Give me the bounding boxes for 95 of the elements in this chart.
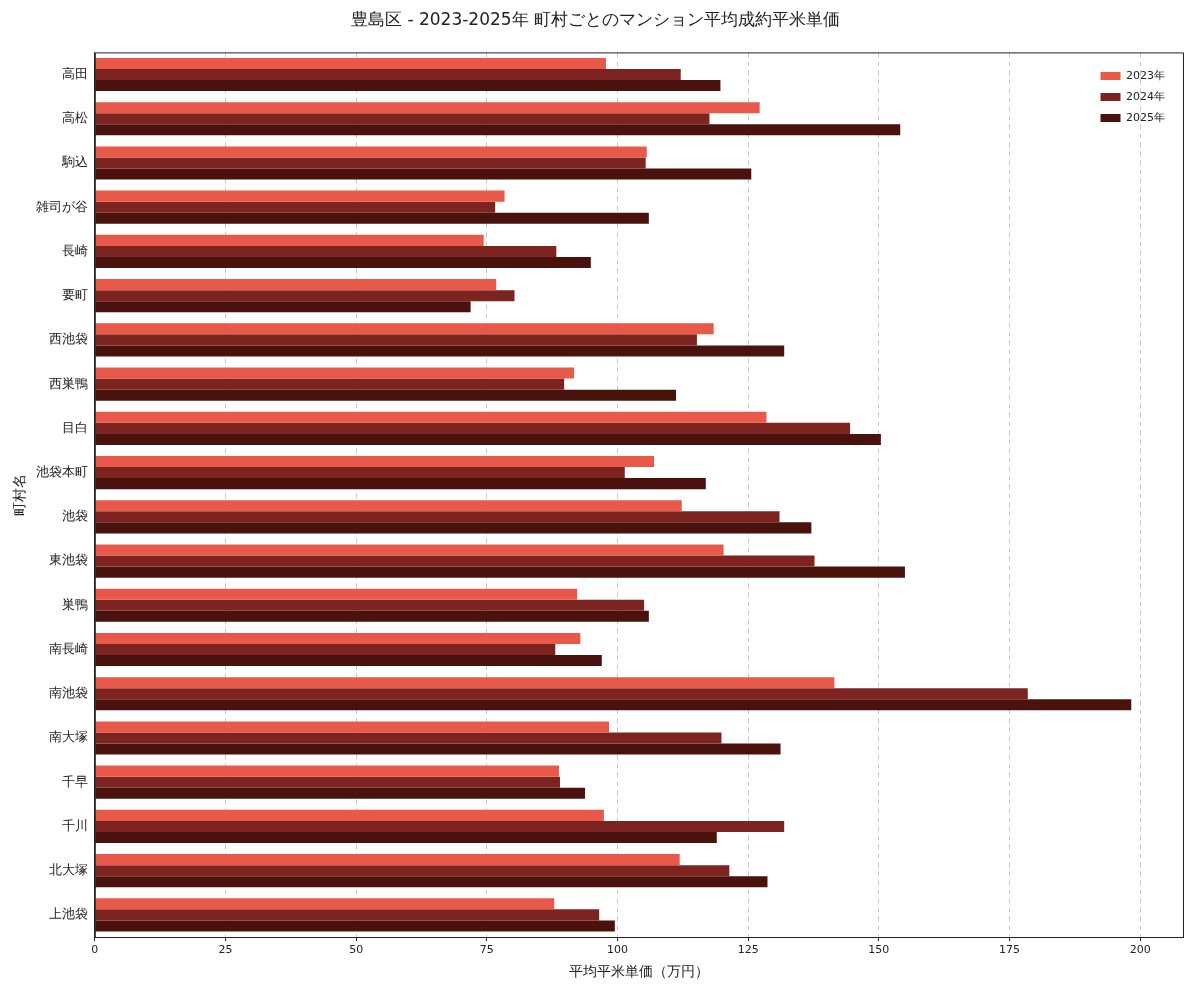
bar	[95, 467, 625, 479]
bar	[95, 146, 647, 158]
bar	[95, 776, 560, 788]
y-tick-label: 上池袋	[48, 906, 88, 922]
x-tick-label: 175	[998, 943, 1020, 957]
y-tick-label: 巣鴨	[61, 596, 88, 612]
bar	[95, 511, 780, 523]
x-tick-label: 200	[1129, 943, 1151, 957]
bar	[95, 500, 682, 512]
bar	[95, 566, 905, 578]
bar	[95, 865, 730, 877]
y-tick-label: 高田	[61, 65, 88, 81]
chart-title: 豊島区 - 2023-2025年 町村ごとのマンション平均成約平米単価	[350, 8, 841, 29]
y-tick-label: 東池袋	[48, 552, 88, 568]
bar	[95, 732, 722, 744]
y-tick-label: 南池袋	[48, 685, 88, 701]
bar	[95, 831, 717, 844]
y-tick-label: 南大塚	[48, 729, 88, 745]
y-tick-label: 西池袋	[48, 331, 88, 347]
bar	[95, 367, 575, 379]
bar	[95, 809, 604, 821]
bar	[95, 456, 655, 468]
bar	[95, 555, 815, 567]
bar	[95, 234, 484, 246]
x-axis-title: 平均平米単価（万円）	[568, 963, 709, 980]
legend-label: 2024年	[1126, 89, 1166, 103]
y-tick-label: 高松	[61, 110, 88, 126]
bar	[95, 898, 555, 910]
x-tick-label: 125	[737, 943, 759, 957]
bar	[95, 743, 781, 755]
y-tick-label: 雑司が谷	[35, 198, 88, 214]
y-tick-label: 西巣鴨	[48, 375, 88, 391]
x-tick-label: 50	[349, 943, 364, 957]
y-axis-title: 町村名	[11, 473, 28, 516]
bar	[95, 610, 649, 622]
bar	[95, 721, 610, 733]
bar	[95, 168, 752, 180]
bar	[95, 301, 471, 313]
bar	[95, 544, 724, 556]
bar	[95, 212, 649, 224]
bar	[95, 279, 497, 291]
bar	[95, 190, 505, 202]
bar	[95, 820, 785, 832]
legend-label: 2025年	[1126, 110, 1166, 124]
y-tick-label: 要町	[61, 287, 88, 303]
bar	[95, 655, 602, 667]
x-tick-label: 100	[606, 943, 628, 957]
bar	[95, 677, 835, 689]
bar	[95, 422, 851, 434]
bar	[95, 389, 677, 401]
bar	[95, 478, 706, 490]
legend-label: 2023年	[1126, 68, 1166, 82]
bar	[95, 345, 785, 357]
bar	[95, 433, 881, 445]
bar	[95, 256, 591, 269]
bar	[95, 876, 768, 888]
bar	[95, 102, 760, 114]
bar	[95, 643, 556, 656]
y-tick-label: 目白	[61, 419, 88, 435]
y-tick-label: 長崎	[61, 242, 88, 258]
bar	[95, 765, 559, 777]
bar	[95, 157, 646, 169]
y-tick-label: 千早	[61, 773, 88, 789]
bar	[95, 113, 710, 125]
bar	[95, 699, 1132, 711]
y-tick-label: 千川	[61, 817, 88, 833]
bar	[95, 68, 681, 81]
x-tick-label: 25	[218, 943, 233, 957]
x-tick-label: 0	[91, 943, 99, 957]
bar	[95, 290, 515, 302]
bar	[95, 522, 812, 534]
y-tick-label: 北大塚	[48, 862, 88, 878]
bar	[95, 201, 496, 213]
bar	[95, 920, 615, 932]
x-tick-label: 150	[868, 943, 890, 957]
bar	[95, 323, 714, 335]
x-tick-label: 75	[479, 943, 494, 957]
bar	[95, 909, 600, 921]
bar	[95, 688, 1028, 700]
bar	[95, 245, 557, 257]
bar	[95, 599, 645, 611]
bar	[95, 632, 581, 644]
y-tick-label: 駒込	[60, 154, 88, 170]
bar	[95, 378, 565, 390]
bar	[95, 80, 721, 92]
y-tick-label: 池袋	[61, 508, 88, 524]
bar	[95, 854, 680, 866]
bar	[95, 787, 586, 799]
bar	[95, 411, 767, 423]
y-tick-label: 池袋本町	[35, 463, 88, 479]
bar	[95, 124, 901, 136]
y-tick-label: 南長崎	[48, 640, 88, 656]
bar	[95, 57, 606, 69]
bar	[95, 588, 578, 600]
bar	[95, 334, 697, 346]
